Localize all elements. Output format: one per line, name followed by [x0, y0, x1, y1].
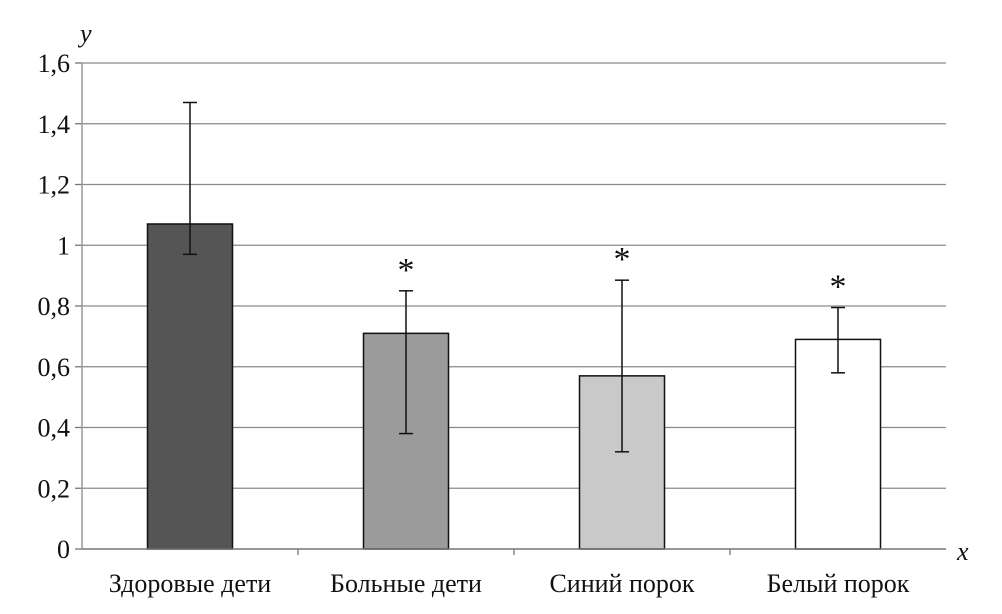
x-axis-label: x: [956, 537, 969, 566]
y-tick-label: 1,4: [38, 110, 71, 139]
x-category-label: Здоровые дети: [109, 569, 272, 598]
y-tick-label: 0,6: [38, 353, 71, 382]
x-category-label: Белый порок: [767, 569, 910, 598]
x-category-label: Синий порок: [549, 569, 694, 598]
significance-asterisk: *: [398, 252, 415, 289]
y-tick-label: 0: [57, 535, 70, 564]
y-tick-label: 0,8: [38, 292, 71, 321]
y-tick-label: 0,2: [38, 474, 71, 503]
y-tick-label: 0,4: [38, 414, 71, 443]
bar: [794, 338, 882, 550]
significance-asterisk: *: [614, 241, 631, 278]
y-tick-label: 1,2: [38, 171, 71, 200]
x-category-label: Больные дети: [330, 569, 482, 598]
significance-asterisk: *: [830, 269, 847, 306]
y-axis-label: y: [77, 19, 92, 48]
bar: [146, 223, 234, 550]
y-tick-label: 1: [57, 231, 70, 260]
y-tick-label: 1,6: [38, 49, 71, 78]
